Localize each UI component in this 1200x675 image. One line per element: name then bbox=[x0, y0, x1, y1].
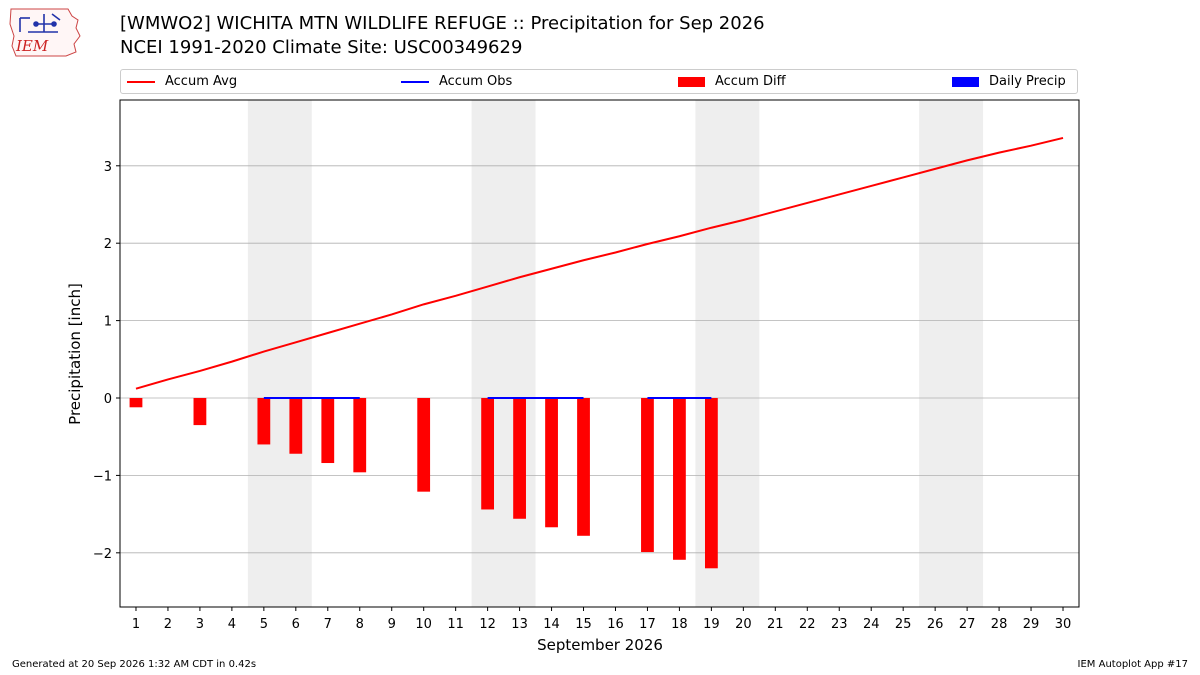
iem-logo: IEM bbox=[9, 8, 81, 57]
y-axis-label: Precipitation [inch] bbox=[66, 283, 84, 425]
x-tick-label-19: 19 bbox=[703, 617, 720, 632]
accum-avg-swatch bbox=[127, 80, 155, 83]
x-tick-label-3: 3 bbox=[196, 617, 204, 632]
x-tick-label-28: 28 bbox=[991, 617, 1008, 632]
x-tick-label-26: 26 bbox=[927, 617, 944, 632]
legend-item-accum-diff: Accum Diff bbox=[678, 70, 786, 93]
legend-item-accum-obs: Accum Obs bbox=[401, 70, 512, 93]
chart-title: [WMWO2] WICHITA MTN WILDLIFE REFUGE :: P… bbox=[120, 13, 765, 34]
x-tick-label-21: 21 bbox=[767, 617, 784, 632]
x-tick-label-9: 9 bbox=[388, 617, 396, 632]
x-tick-label-8: 8 bbox=[356, 617, 364, 632]
accum-diff-bar-12 bbox=[481, 398, 495, 510]
accum-diff-swatch bbox=[678, 76, 705, 87]
x-tick-label-20: 20 bbox=[735, 617, 752, 632]
x-tick-label-18: 18 bbox=[671, 617, 688, 632]
x-tick-label-30: 30 bbox=[1055, 617, 1072, 632]
legend-label-daily-precip: Daily Precip bbox=[989, 74, 1066, 89]
x-tick-label-29: 29 bbox=[1023, 617, 1040, 632]
x-axis-label: September 2026 bbox=[537, 636, 663, 654]
x-tick-label-13: 13 bbox=[511, 617, 528, 632]
x-tick-label-12: 12 bbox=[479, 617, 496, 632]
accum-diff-bar-1 bbox=[129, 398, 143, 408]
footer-generated: Generated at 20 Sep 2026 1:32 AM CDT in … bbox=[12, 659, 257, 670]
accum-diff-bar-15 bbox=[577, 398, 590, 536]
x-tick-label-5: 5 bbox=[260, 617, 268, 632]
plot-frame bbox=[119, 99, 1080, 608]
x-tick-label-24: 24 bbox=[863, 617, 880, 632]
x-tick-label-11: 11 bbox=[447, 617, 464, 632]
x-tick-label-17: 17 bbox=[639, 617, 656, 632]
x-tick-label-15: 15 bbox=[575, 617, 592, 632]
y-tick-label--2: −2 bbox=[93, 547, 112, 562]
accum-diff-bar-8 bbox=[353, 398, 367, 473]
x-tick-label-16: 16 bbox=[607, 617, 624, 632]
x-tick-label-6: 6 bbox=[292, 617, 300, 632]
accum-diff-bar-17 bbox=[641, 398, 654, 553]
legend-item-accum-avg: Accum Avg bbox=[127, 70, 237, 93]
x-tick-label-7: 7 bbox=[324, 617, 332, 632]
chart-subtitle: NCEI 1991-2020 Climate Site: USC00349629 bbox=[120, 37, 523, 58]
accum-diff-bar-5 bbox=[257, 398, 271, 445]
x-tick-label-14: 14 bbox=[543, 617, 560, 632]
legend: Accum Avg Accum Obs Accum Diff Daily Pre… bbox=[120, 69, 1078, 94]
x-tick-label-1: 1 bbox=[132, 617, 140, 632]
accum-avg-line bbox=[135, 136, 1064, 390]
accum-diff-bar-6 bbox=[289, 398, 303, 454]
y-tick-label-3: 3 bbox=[104, 160, 112, 175]
x-tick-label-2: 2 bbox=[164, 617, 172, 632]
x-tick-label-4: 4 bbox=[228, 617, 236, 632]
accum-diff-bar-19 bbox=[704, 398, 718, 569]
daily-precip-swatch bbox=[952, 76, 979, 87]
legend-item-daily-precip: Daily Precip bbox=[952, 70, 1066, 93]
x-tick-label-23: 23 bbox=[831, 617, 848, 632]
y-tick-label-1: 1 bbox=[104, 315, 112, 330]
logo-text: IEM bbox=[15, 37, 49, 55]
y-tick-label-2: 2 bbox=[104, 237, 112, 252]
weekend-shade-26-27 bbox=[919, 100, 984, 607]
x-tick-label-27: 27 bbox=[959, 617, 976, 632]
legend-label-accum-obs: Accum Obs bbox=[439, 74, 513, 89]
x-tick-label-22: 22 bbox=[799, 617, 816, 632]
legend-label-accum-diff: Accum Diff bbox=[715, 74, 786, 89]
accum-diff-bar-3 bbox=[193, 398, 207, 426]
legend-label-accum-avg: Accum Avg bbox=[165, 74, 238, 89]
x-tick-label-10: 10 bbox=[415, 617, 432, 632]
weekend-shade-12-13 bbox=[471, 100, 536, 607]
accum-diff-bar-18 bbox=[673, 398, 686, 560]
accum-diff-bar-13 bbox=[513, 398, 526, 519]
accum-diff-bar-10 bbox=[417, 398, 431, 492]
y-tick-label-0: 0 bbox=[104, 392, 112, 407]
y-tick-label--1: −1 bbox=[93, 469, 112, 484]
accum-diff-bar-7 bbox=[321, 398, 335, 464]
accum-diff-bar-14 bbox=[545, 398, 558, 528]
weather-station-icon bbox=[19, 13, 61, 33]
accum-obs-swatch bbox=[401, 80, 429, 83]
footer-app: IEM Autoplot App #17 bbox=[1077, 659, 1188, 670]
x-tick-label-25: 25 bbox=[895, 617, 912, 632]
